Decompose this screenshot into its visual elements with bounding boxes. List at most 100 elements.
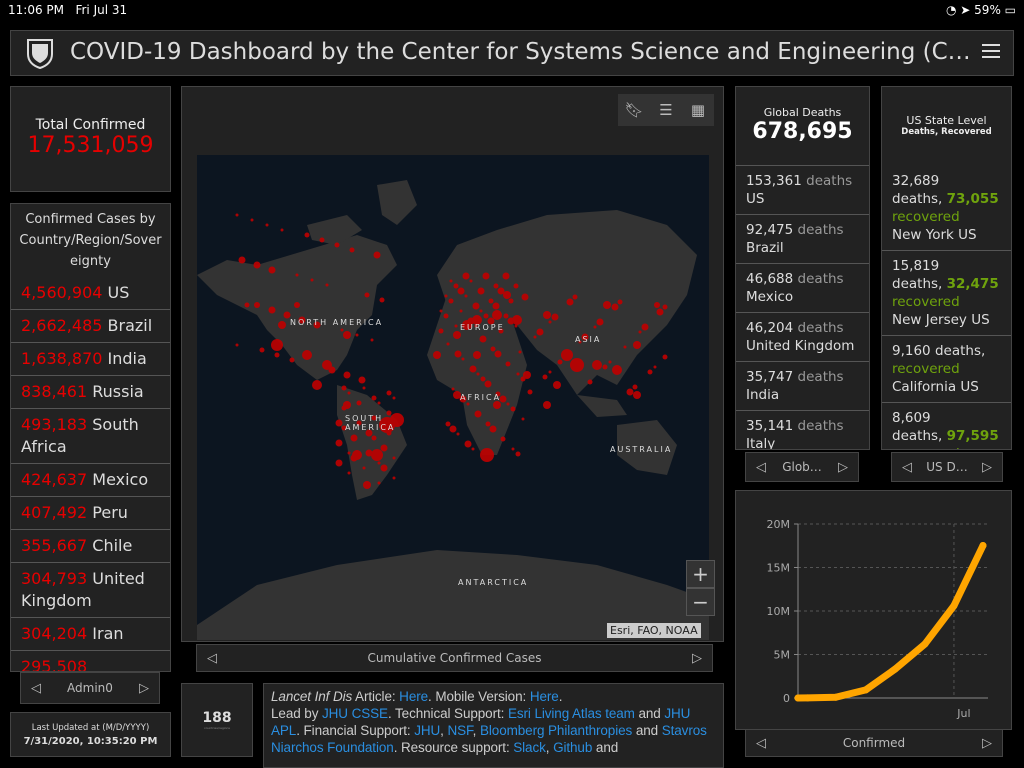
case-bubble[interactable] [371, 435, 377, 441]
country-list-item[interactable]: 355,667 Chile [11, 530, 170, 563]
death-list-item[interactable]: 153,361 deaths US [736, 166, 869, 215]
case-bubble[interactable] [278, 321, 286, 329]
next-arrow-icon[interactable]: ▷ [138, 680, 149, 696]
case-bubble[interactable] [295, 273, 299, 277]
case-bubble[interactable] [521, 417, 525, 421]
country-list-item[interactable]: 838,461 Russia [11, 376, 170, 409]
case-bubble[interactable] [510, 406, 516, 412]
case-bubble[interactable] [477, 287, 485, 295]
case-bubble[interactable] [392, 476, 396, 480]
bloomberg-link[interactable]: Bloomberg Philanthropies [479, 723, 633, 738]
case-bubble[interactable] [641, 323, 649, 331]
case-bubble[interactable] [304, 232, 310, 238]
case-bubble[interactable] [464, 294, 468, 298]
basemap-gallery-icon[interactable]: ▦ [682, 94, 714, 126]
case-bubble[interactable] [456, 432, 460, 436]
case-bubble[interactable] [453, 391, 461, 399]
case-bubble[interactable] [473, 351, 481, 359]
case-bubble[interactable] [548, 320, 552, 324]
case-bubble[interactable] [493, 283, 499, 289]
next-arrow-icon[interactable]: ▷ [838, 459, 848, 475]
case-bubble[interactable] [493, 401, 501, 409]
case-bubble[interactable] [480, 448, 494, 462]
case-bubble[interactable] [362, 386, 366, 390]
data-point[interactable] [804, 694, 812, 702]
case-bubble[interactable] [654, 302, 660, 308]
case-bubble[interactable] [492, 310, 502, 320]
case-bubble[interactable] [505, 361, 511, 367]
case-bubble[interactable] [638, 330, 642, 334]
nsf-link[interactable]: NSF [447, 723, 473, 738]
case-bubble[interactable] [268, 306, 276, 314]
case-bubble[interactable] [498, 328, 504, 334]
case-bubble[interactable] [503, 291, 511, 299]
prev-arrow-icon[interactable]: ◁ [756, 735, 766, 751]
case-bubble[interactable] [298, 316, 306, 324]
case-bubble[interactable] [548, 370, 552, 374]
case-bubble[interactable] [572, 294, 578, 300]
case-bubble[interactable] [358, 376, 366, 384]
country-list-item[interactable]: 493,183 South Africa [11, 409, 170, 464]
death-list-item[interactable]: 35,747 deaths India [736, 362, 869, 411]
case-bubble[interactable] [495, 391, 501, 397]
next-arrow-icon[interactable]: ▷ [982, 459, 992, 475]
case-bubble[interactable] [449, 425, 457, 433]
case-bubble[interactable] [371, 449, 383, 461]
case-bubble[interactable] [377, 401, 381, 405]
case-bubble[interactable] [235, 343, 239, 347]
case-bubble[interactable] [476, 372, 480, 376]
case-bubble[interactable] [377, 481, 381, 485]
case-bubble[interactable] [443, 313, 449, 319]
case-bubble[interactable] [335, 439, 343, 447]
jhu-link[interactable]: JHU [414, 723, 441, 738]
case-bubble[interactable] [596, 318, 604, 326]
case-bubble[interactable] [347, 451, 351, 455]
country-list-item[interactable]: 304,793 United Kingdom [11, 563, 170, 618]
case-bubble[interactable] [365, 449, 373, 457]
case-bubble[interactable] [380, 464, 388, 472]
case-bubble[interactable] [235, 213, 239, 217]
case-bubble[interactable] [492, 302, 500, 310]
case-bubble[interactable] [350, 434, 358, 442]
case-bubble[interactable] [457, 287, 465, 295]
case-bubble[interactable] [459, 309, 463, 313]
case-bubble[interactable] [274, 352, 280, 358]
case-bubble[interactable] [566, 298, 574, 306]
case-bubble[interactable] [512, 315, 522, 325]
case-bubble[interactable] [377, 461, 381, 465]
case-bubble[interactable] [563, 355, 567, 359]
case-bubble[interactable] [343, 371, 351, 379]
bookmark-icon[interactable]: 🔖︎ [618, 94, 650, 126]
case-bubble[interactable] [623, 345, 627, 349]
case-bubble[interactable] [446, 342, 450, 346]
case-bubble[interactable] [462, 272, 470, 280]
case-bubble[interactable] [312, 380, 322, 390]
mobile-version-link[interactable]: Here [529, 689, 559, 704]
case-bubble[interactable] [487, 317, 495, 325]
case-bubble[interactable] [662, 354, 668, 360]
case-bubble[interactable] [254, 302, 260, 308]
case-bubble[interactable] [518, 350, 522, 354]
case-bubble[interactable] [467, 317, 475, 325]
case-bubble[interactable] [341, 385, 347, 391]
case-bubble[interactable] [647, 369, 653, 375]
case-bubble[interactable] [373, 251, 381, 259]
case-bubble[interactable] [340, 328, 344, 332]
case-bubble[interactable] [520, 376, 526, 382]
case-bubble[interactable] [469, 279, 473, 283]
case-bubble[interactable] [325, 283, 329, 287]
case-bubble[interactable] [508, 298, 514, 304]
data-point[interactable] [921, 640, 929, 648]
case-bubble[interactable] [466, 402, 470, 406]
death-list-item[interactable]: 46,204 deaths United Kingdom [736, 313, 869, 362]
case-bubble[interactable] [371, 395, 377, 401]
country-list-item[interactable]: 2,662,485 Brazil [11, 310, 170, 343]
case-bubble[interactable] [497, 287, 505, 295]
stavros-link[interactable]: Stavros Niarchos Foundation [271, 723, 707, 755]
state-list-item[interactable]: 8,609 deaths, 97,595 recovered [882, 403, 1011, 449]
case-bubble[interactable] [445, 421, 451, 427]
next-arrow-icon[interactable]: ▷ [691, 650, 702, 666]
case-bubble[interactable] [341, 405, 347, 411]
case-bubble[interactable] [335, 459, 343, 467]
case-bubble[interactable] [283, 311, 291, 319]
